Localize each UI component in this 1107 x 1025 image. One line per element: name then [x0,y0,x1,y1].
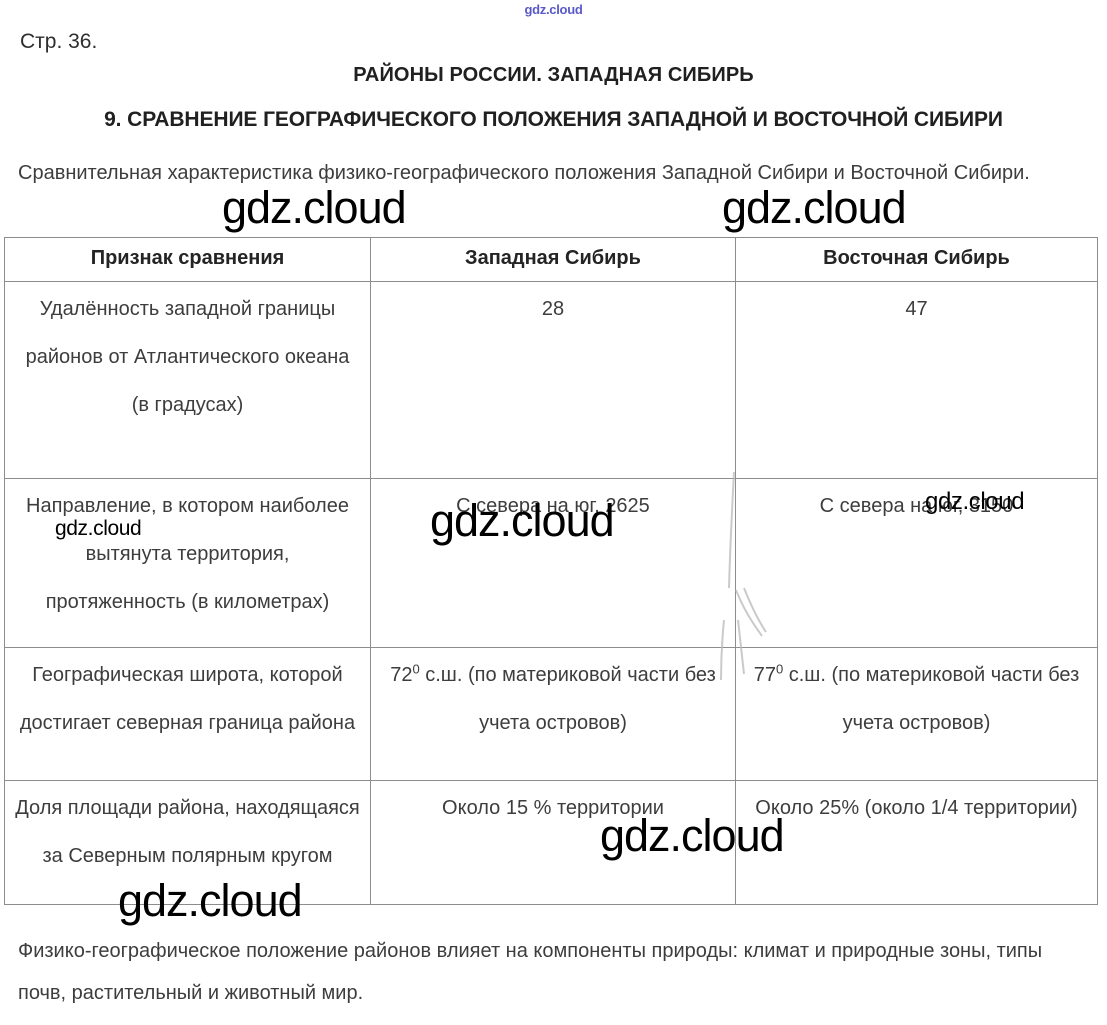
top-watermark: gdz.cloud [524,2,583,17]
table-row: Географическая широта, которой достигает… [4,647,1098,781]
table-row: Направление, в котором наиболее вытянута… [4,478,1098,648]
intro-paragraph: Сравнительная характеристика физико-геог… [18,162,1030,184]
cell-west-latitude: 720 с.ш. (по материковой части без учета… [370,647,736,781]
closing-paragraph: Физико-географическое положение районов … [18,940,1043,1004]
cell-feature-latitude: Географическая широта, которой достигает… [4,647,371,781]
page-title: РАЙОНЫ РОССИИ. ЗАПАДНАЯ СИБИРЬ [353,64,754,86]
cell-feature-distance-text: Удалённость западной границы районов от … [25,298,350,416]
cell-feature-polar-share-text: Доля площади района, находящаяся за Севе… [15,797,360,867]
cell-feature-direction-text: Направление, в котором наиболее вытянута… [26,495,349,613]
table-header-row: Признак сравнения Западная Сибирь Восточ… [4,237,1098,282]
east-latitude-value: 77 [753,664,776,686]
column-header-east-siberia: Восточная Сибирь [735,237,1098,282]
west-latitude-degree: 0 [412,661,420,677]
west-latitude-value: 72 [390,664,413,686]
watermark-g: gdz.cloud [118,875,303,926]
comparison-table: Признак сравнения Западная Сибирь Восточ… [4,237,1098,905]
cell-feature-direction: Направление, в котором наиболее вытянута… [4,478,371,648]
table-row: Удалённость западной границы районов от … [4,281,1098,479]
cell-west-distance: 28 [370,281,736,479]
cell-west-distance-text: 28 [541,298,565,320]
cell-west-direction: С севера на юг, 2625 [370,478,736,648]
page-number-label: Стр. 36. [20,30,98,53]
east-latitude-rest: с.ш. (по материковой части без учета ост… [783,664,1080,734]
east-latitude-degree: 0 [775,661,784,677]
cell-west-polar-share-text: Около 15 % территории [442,797,664,819]
cell-west-direction-text: С севера на юг, 2625 [456,495,650,517]
cell-east-polar-share-text: Около 25% (около 1/4 территории) [755,797,1078,819]
cell-east-direction: С севера на юг, 3150 [735,478,1098,648]
cell-feature-distance: Удалённость западной границы районов от … [4,281,371,479]
watermark-d: gdz.cloud [430,495,615,546]
cell-feature-latitude-text: Географическая широта, которой достигает… [19,664,356,734]
cell-east-polar-share: Около 25% (около 1/4 территории) [735,780,1098,905]
cell-east-latitude-text: 770 с.ш. (по материковой части без учета… [736,648,1097,755]
column-header-west-siberia-label: Западная Сибирь [465,247,641,269]
column-header-feature: Признак сравнения [4,237,371,282]
cell-west-polar-share: Около 15 % территории [370,780,736,905]
column-header-feature-label: Признак сравнения [90,247,285,269]
west-latitude-rest: с.ш. (по материковой части без учета ост… [419,664,716,734]
column-header-west-siberia: Западная Сибирь [370,237,736,282]
cell-east-distance: 47 [735,281,1098,479]
cell-east-latitude: 770 с.ш. (по материковой части без учета… [735,647,1098,781]
watermark-c: gdz.cloud [55,517,142,540]
cell-feature-polar-share: Доля площади района, находящаяся за Севе… [4,780,371,905]
cell-east-direction-text: С севера на юг, 3150 [819,495,1014,517]
cell-west-latitude-text: 720 с.ш. (по материковой части без учета… [371,648,735,755]
section-title: 9. СРАВНЕНИЕ ГЕОГРАФИЧЕСКОГО ПОЛОЖЕНИЯ З… [104,108,1003,131]
watermark-a: gdz.cloud [222,182,407,233]
column-header-east-siberia-label: Восточная Сибирь [823,247,1010,269]
table-row: Доля площади района, находящаяся за Севе… [4,780,1098,905]
cell-east-distance-text: 47 [905,298,928,320]
watermark-f: gdz.cloud [600,810,785,861]
watermark-b: gdz.cloud [722,182,907,233]
watermark-e: gdz.cloud [925,488,1025,515]
